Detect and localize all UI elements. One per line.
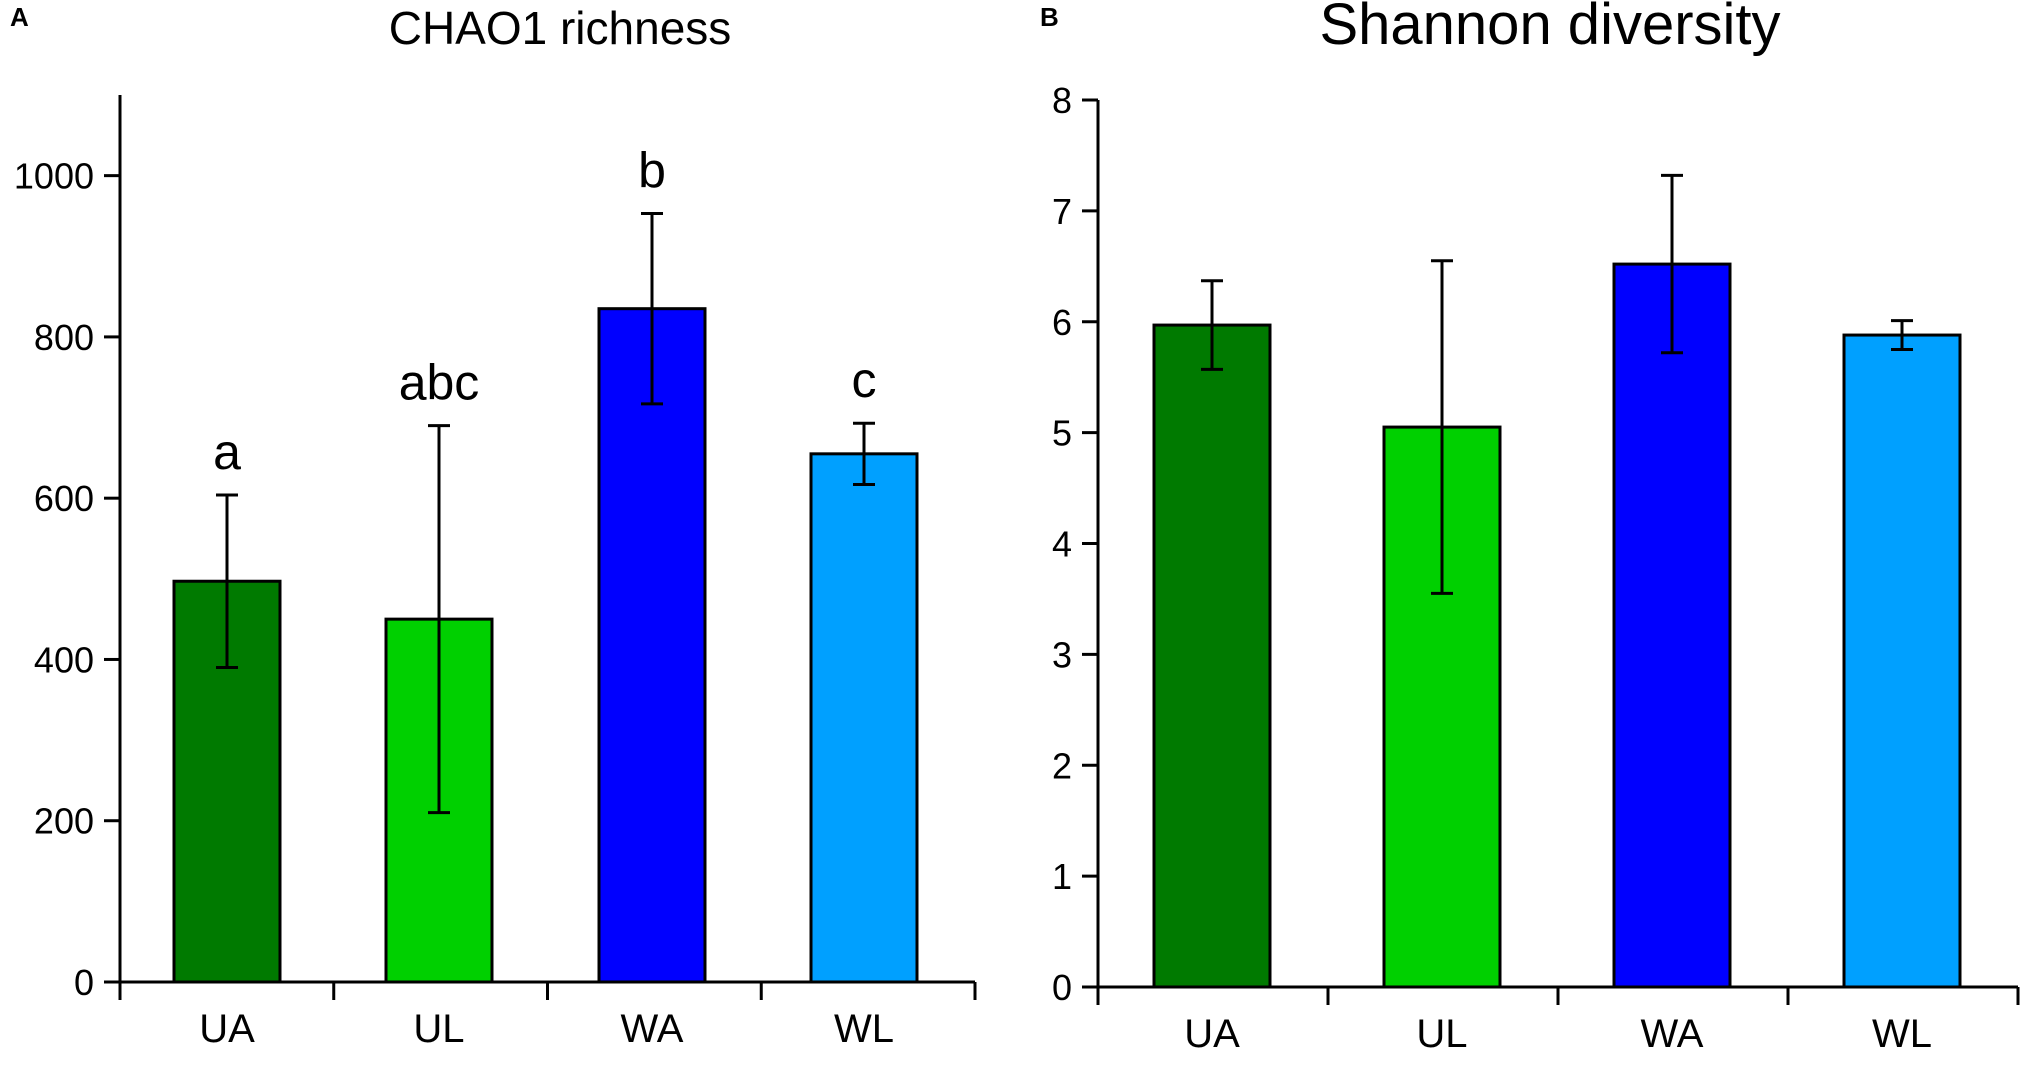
error-bar-wl [853,421,875,486]
error-bar-ul [1431,259,1453,595]
bar-wl [1842,333,1962,989]
error-bar-wa [1661,173,1683,355]
panel-b-x-axis: UA UL WA WL [1096,985,2020,1056]
error-bar-ua [216,493,238,670]
y-tick-label: 1 [1052,856,1072,897]
panel-b-shannon-chart: B Shannon diversity 0 1 2 3 4 5 6 7 8 UA UL WA WL [1040,0,2020,1056]
error-bar-wa [641,212,663,406]
y-tick-label: 8 [1052,80,1072,121]
bar-ua [1152,323,1272,989]
y-tick-label: 400 [34,639,94,680]
x-tick-label-wa: WA [1641,1012,1704,1056]
panel-a-x-axis: UA UL WA WL [118,980,977,1051]
panel-b-y-axis: 0 1 2 3 4 5 6 7 8 [1052,80,1100,1008]
y-tick-label: 1000 [14,156,94,197]
y-tick-label: 3 [1052,634,1072,675]
x-tick-label-ua: UA [1184,1012,1240,1056]
x-tick-label-ul: UL [1416,1012,1467,1056]
bar-wl [809,452,919,984]
bar-wa [597,307,707,984]
y-tick-label: 800 [34,317,94,358]
panel-a-y-axis: 0 200 400 600 800 1000 [14,95,122,1003]
x-tick-label-ul: UL [413,1007,464,1051]
significance-letter-ua: a [213,424,241,480]
x-tick-label-wa: WA [621,1007,684,1051]
y-tick-label: 0 [1052,967,1072,1008]
x-tick-label-wl: WL [834,1007,894,1051]
error-bar-wl [1891,319,1913,351]
y-tick-label: 600 [34,478,94,519]
panel-a-bars [172,307,919,984]
y-tick-label: 0 [74,962,94,1003]
y-tick-label: 5 [1052,413,1072,454]
y-tick-label: 6 [1052,302,1072,343]
panel-b-letter: B [1040,2,1059,32]
error-bar-ul [428,424,450,815]
panel-b-title: Shannon diversity [1319,0,1780,57]
panel-b-bars [1152,262,1962,989]
panel-a-chao1-chart: A CHAO1 richness 0 200 400 600 800 1000 a abc b… [10,2,977,1051]
panel-a-title: CHAO1 richness [389,2,732,54]
bar-wa [1612,262,1732,989]
y-tick-label: 200 [34,801,94,842]
significance-letter-wl: c [852,352,877,408]
panel-a-error-bars [216,212,875,815]
panel-a-letter: A [10,2,29,32]
y-tick-label: 7 [1052,191,1072,232]
significance-letter-wa: b [638,143,666,199]
panel-b-error-bars [1201,173,1913,595]
significance-letter-ul: abc [399,355,480,411]
panel-a-significance-letters: a abc b c [213,143,876,480]
x-tick-label-ua: UA [199,1007,255,1051]
error-bar-ua [1201,279,1223,371]
y-tick-label: 2 [1052,745,1072,786]
x-tick-label-wl: WL [1872,1012,1932,1056]
y-tick-label: 4 [1052,524,1072,565]
